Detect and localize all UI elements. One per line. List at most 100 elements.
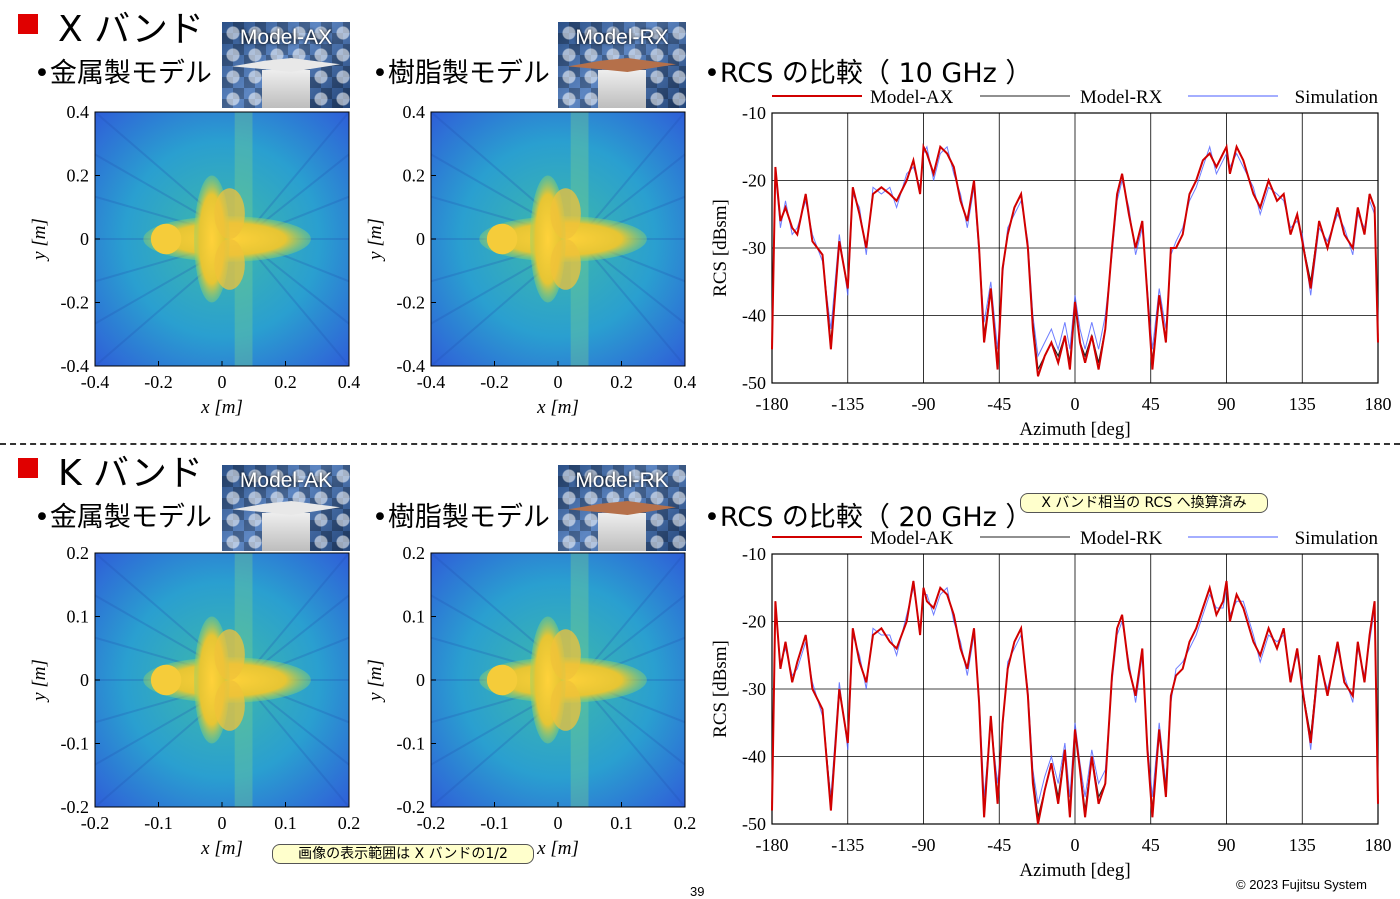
series-line-model-ax — [771, 143, 1379, 377]
y-tick-label: -0.2 — [61, 293, 90, 313]
resin-model-label: •樹脂製モデル — [372, 502, 550, 533]
heatmap-nose — [486, 223, 518, 255]
heatmap-streak — [241, 552, 350, 681]
x-tick-label: 0.4 — [338, 372, 360, 392]
x-tick-label: 0 — [1071, 835, 1080, 855]
x-tick-label: 0.4 — [674, 372, 696, 392]
y-axis-label: y [m] — [366, 218, 386, 262]
y-axis-label: y [m] — [30, 659, 50, 703]
legend-label: Model-AK — [870, 528, 954, 549]
rcs-image-resin-k: -0.2 -0.1 0 0.1 0.2 0.2 0.1 0 -0.1 -0.2 x [m] y [m] — [366, 543, 696, 859]
y-tick-label: -0.1 — [397, 734, 426, 754]
section-title-x-band: X バンド — [58, 9, 204, 50]
rcs-comparison-chart-x: -180 -135 -90 -45 0 45 90 135 180 -10 -20 -30 -40 -50… — [710, 87, 1392, 440]
heatmap-streak — [241, 679, 350, 808]
heatmap-nose — [150, 664, 182, 696]
heatmap-nose — [486, 664, 518, 696]
rcs-image-metal-k: -0.2 -0.1 0 0.1 0.2 0.2 0.1 0 -0.1 -0.2 x [m] y [m] — [30, 543, 360, 859]
y-tick-label: 0.1 — [403, 607, 426, 627]
y-tick-label: 0 — [80, 670, 89, 690]
x-tick-label: 0.2 — [338, 813, 360, 833]
x-tick-label: -180 — [756, 394, 789, 414]
model-photo-metal: Model-AK — [222, 465, 350, 551]
x-tick-label: 90 — [1218, 835, 1236, 855]
x-tick-label: 0 — [218, 813, 227, 833]
legend-label: Model-AX — [870, 87, 954, 108]
y-tick-label: 0.4 — [403, 102, 426, 122]
model-photo-caption: Model-AK — [239, 469, 333, 492]
legend-label: Model-RX — [1080, 87, 1163, 108]
y-tick-label: -20 — [742, 612, 766, 632]
legend-label: Simulation — [1295, 528, 1379, 549]
model-photo-caption: Model-RX — [575, 26, 669, 49]
model-photo-caption: Model-RK — [575, 469, 669, 492]
callout-converted-note: X バンド相当の RCS へ換算済み — [1020, 493, 1268, 513]
x-tick-label: 0 — [554, 372, 563, 392]
y-tick-label: -40 — [742, 747, 766, 767]
y-tick-label: -0.1 — [61, 734, 90, 754]
section-marker — [18, 458, 38, 478]
x-tick-label: 0.2 — [610, 372, 633, 392]
x-axis-label: x [m] — [536, 838, 579, 859]
model-photo-metal: Model-AX — [222, 22, 350, 108]
heatmap-streak — [241, 111, 350, 240]
y-tick-label: -0.2 — [397, 797, 426, 817]
plot-frame — [771, 112, 1379, 384]
x-tick-label: 135 — [1289, 835, 1316, 855]
series-line-model-ak — [771, 580, 1379, 825]
x-tick-label: 0.1 — [274, 813, 297, 833]
x-tick-label: 0.1 — [610, 813, 633, 833]
heatmap-wing — [550, 680, 581, 731]
copyright: © 2023 Fujitsu System — [1236, 877, 1367, 892]
callout-display-range-note: 画像の表示範囲は X バンドの1/2 — [272, 844, 534, 864]
x-axis-label: Azimuth [deg] — [1019, 860, 1130, 881]
model-photo-resin: Model-RK — [558, 465, 686, 551]
x-tick-label: 0.2 — [674, 813, 696, 833]
x-tick-label: 45 — [1142, 394, 1160, 414]
x-tick-label: 135 — [1289, 394, 1316, 414]
y-axis-label: RCS [dBsm] — [710, 199, 731, 297]
y-tick-label: -40 — [742, 306, 766, 326]
y-tick-label: -50 — [742, 814, 766, 834]
section-title-k-band: K バンド — [58, 453, 203, 494]
x-tick-label: 0.2 — [274, 372, 297, 392]
y-axis-label: y [m] — [30, 218, 50, 262]
y-tick-label: 0.1 — [67, 607, 90, 627]
section-divider — [0, 443, 1400, 445]
rcs-comparison-label: •RCS の比較（ 10 GHz ） — [704, 58, 1033, 89]
metal-model-label: •金属製モデル — [34, 58, 212, 89]
x-tick-label: -0.4 — [81, 372, 110, 392]
resin-model-label: •樹脂製モデル — [372, 58, 550, 89]
x-tick-label: 0 — [1071, 394, 1080, 414]
x-tick-label: -45 — [987, 835, 1011, 855]
x-tick-label: -0.2 — [480, 372, 509, 392]
y-tick-label: -10 — [742, 103, 766, 123]
x-tick-label: 180 — [1365, 835, 1392, 855]
x-tick-label: -45 — [987, 394, 1011, 414]
y-tick-label: -0.2 — [397, 293, 426, 313]
rcs-image-resin-x: -0.4 -0.2 0 0.2 0.4 0.4 0.2 0 -0.2 -0.4 x [m] y [m] — [366, 102, 696, 418]
y-tick-label: 0.4 — [67, 102, 90, 122]
legend-label: Model-RK — [1080, 528, 1163, 549]
x-tick-label: -0.1 — [144, 813, 173, 833]
x-tick-label: 0 — [554, 813, 563, 833]
heatmap-wing — [550, 188, 581, 239]
heatmap-wing — [214, 188, 245, 239]
x-tick-label: 45 — [1142, 835, 1160, 855]
x-axis-label: x [m] — [200, 838, 243, 859]
heatmap-wing — [214, 680, 245, 731]
x-tick-label: -0.2 — [417, 813, 446, 833]
heatmap-streak — [577, 679, 686, 808]
x-axis-label: x [m] — [536, 397, 579, 418]
legend-label: Simulation — [1295, 87, 1379, 108]
y-tick-label: -0.4 — [61, 356, 90, 376]
rcs-comparison-chart-k: -180 -135 -90 -45 0 45 90 135 180 -10 -20 -30 -40 -50… — [710, 528, 1392, 881]
y-tick-label: -50 — [742, 373, 766, 393]
x-tick-label: -0.2 — [81, 813, 110, 833]
x-axis-label: Azimuth [deg] — [1019, 419, 1130, 440]
x-tick-label: -135 — [831, 835, 864, 855]
y-tick-label: 0 — [416, 229, 425, 249]
rcs-comparison-label: •RCS の比較（ 20 GHz ） — [704, 502, 1033, 533]
y-axis-label: y [m] — [366, 659, 386, 703]
y-tick-label: 0 — [416, 670, 425, 690]
